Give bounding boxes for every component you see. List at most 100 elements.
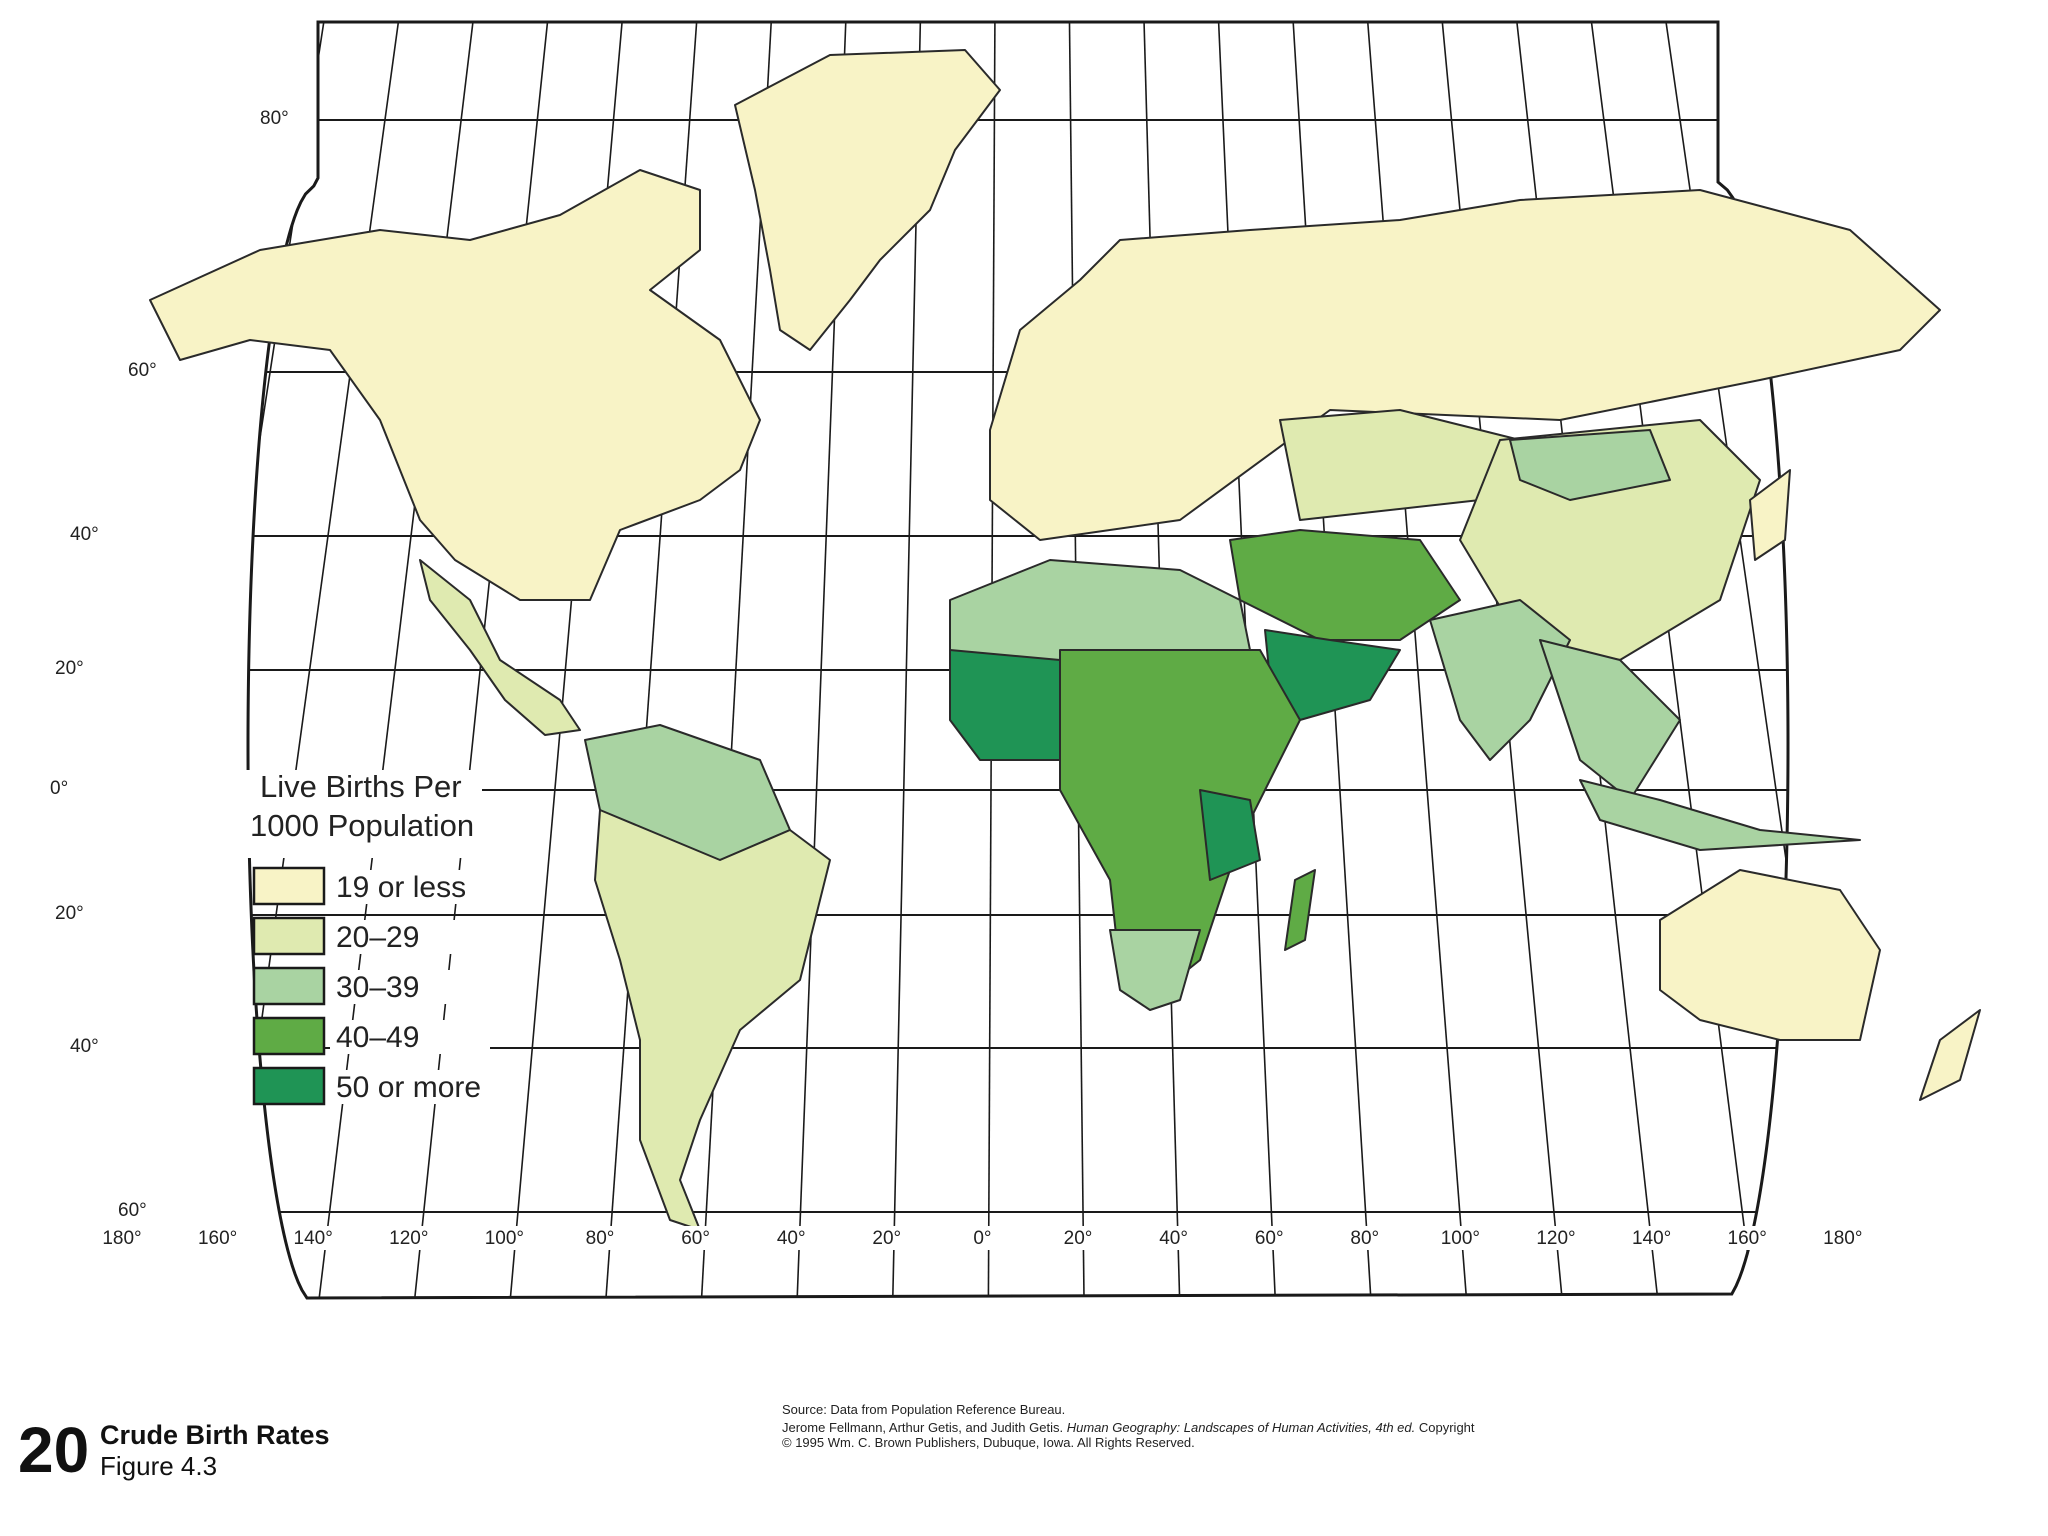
figure-title: Crude Birth Rates (100, 1420, 330, 1450)
longitude-label: 180° (102, 1228, 141, 1249)
legend-label-bg (330, 920, 490, 954)
lon-label-bg (673, 1226, 718, 1250)
region-madagascar (1284, 869, 1316, 951)
region-india (1429, 599, 1571, 761)
legend-swatch (252, 866, 326, 906)
longitude-label: 180° (1823, 1228, 1862, 1249)
region-europe-and-russia (989, 189, 1941, 541)
longitude-labels: 180° 160° 140° 120° 100° 80° 60° 40° 20° 0° 20° 40°… (100, 1226, 1865, 1250)
longitude-label: 100° (1441, 1228, 1480, 1249)
lat-label-bg (124, 358, 165, 380)
region-greenland (734, 49, 1001, 351)
landmasses (149, 49, 1981, 1231)
lat-label-bg (51, 656, 92, 678)
region-west-africa (949, 649, 1081, 761)
figure-subtitle: Figure 4.3 (100, 1451, 218, 1481)
lon-label-bg (1056, 1226, 1100, 1250)
region-mexico-and-central-america (419, 559, 581, 736)
lon-label-bg (100, 1226, 144, 1250)
longitude-label: 160° (198, 1228, 237, 1249)
lon-label-bg (960, 1226, 1005, 1250)
lon-label-bg (1820, 1226, 1865, 1250)
legend-label-bg (330, 870, 490, 904)
longitude-label: 160° (1728, 1228, 1767, 1249)
longitude-label: 120° (1536, 1228, 1575, 1249)
latitude-label: 0° (50, 778, 68, 799)
longitude-label: 20° (1064, 1228, 1093, 1249)
legend-swatch (252, 916, 326, 956)
latitude-label: 20° (55, 903, 84, 924)
longitude-label: 140° (294, 1228, 333, 1249)
credits-book-title: Human Geography: Landscapes of Human Act… (1066, 1420, 1416, 1435)
legend-label-bg (330, 970, 490, 1004)
region-australia (1659, 869, 1881, 1041)
legend-title-box (246, 770, 482, 858)
region-north-america (149, 169, 761, 601)
latitude-label: 40° (70, 524, 99, 545)
legend-label: 40–49 (336, 1021, 419, 1054)
region-southeast-asia (1539, 639, 1681, 801)
lon-label-bg (1629, 1226, 1674, 1250)
lon-label-bg (482, 1226, 527, 1250)
lat-label-bg (256, 106, 297, 128)
region-japan (1749, 469, 1791, 561)
lon-label-bg (578, 1226, 622, 1250)
legend-items: 19 or less 20–29 30–39 40–49 50 or more (252, 866, 490, 1106)
region-mongolia (1509, 429, 1671, 501)
longitude-label: 0° (973, 1228, 991, 1249)
region-south-america (594, 809, 831, 1231)
lon-label-bg (1534, 1226, 1578, 1250)
legend: Live Births Per 1000 Population 19 or le… (246, 769, 490, 1106)
lat-label-bg (114, 1198, 155, 1220)
longitude-label: 20° (872, 1228, 901, 1249)
lon-label-bg (1438, 1226, 1483, 1250)
credits-authors: Jerome Fellmann, Arthur Getis, and Judit… (782, 1420, 1064, 1435)
legend-swatch (252, 1016, 326, 1056)
region-new-zealand (1919, 1009, 1981, 1101)
credits-citation: Jerome Fellmann, Arthur Getis, and Judit… (782, 1420, 1482, 1450)
longitude-label: 100° (485, 1228, 524, 1249)
longitude-label: 80° (586, 1228, 615, 1249)
lon-label-bg (1247, 1226, 1292, 1250)
lat-label-bg (51, 901, 92, 923)
lon-label-bg (864, 1226, 909, 1250)
page-number: 20 (18, 1414, 90, 1486)
latitude-label: 60° (128, 360, 157, 381)
longitude-label: 60° (1255, 1228, 1284, 1249)
region-southern-africa (1109, 929, 1201, 1011)
legend-label: 30–39 (336, 971, 419, 1004)
credits-copyright: Copyright © 1995 Wm. C. Brown Publishers… (782, 1420, 1475, 1450)
longitude-label: 120° (389, 1228, 428, 1249)
legend-label: 19 or less (336, 871, 466, 904)
latitude-labels: 80° 60° 40° 20° 0° 20° 40° 60° (46, 106, 297, 1221)
legend-swatch (252, 1066, 326, 1106)
lon-label-bg (386, 1226, 431, 1250)
lat-label-bg (66, 1034, 107, 1056)
lon-label-bg (195, 1226, 240, 1250)
lon-label-bg (1725, 1226, 1770, 1250)
region-indonesia (1579, 779, 1861, 851)
longitude-label: 40° (1159, 1228, 1188, 1249)
credits: Source: Data from Population Reference B… (782, 1402, 1482, 1450)
latitude-label: 80° (260, 108, 289, 129)
lat-label-bg (46, 776, 76, 798)
lat-label-bg (66, 522, 107, 544)
lon-label-bg (769, 1226, 814, 1250)
lon-label-bg (1151, 1226, 1196, 1250)
region-middle-east (1229, 529, 1461, 641)
latitude-label: 60° (118, 1200, 147, 1221)
legend-label-bg (330, 1070, 490, 1104)
legend-label: 50 or more (336, 1071, 481, 1104)
longitude-label: 140° (1632, 1228, 1671, 1249)
lon-label-bg (291, 1226, 336, 1250)
latitude-label: 20° (55, 658, 84, 679)
longitude-label: 80° (1350, 1228, 1379, 1249)
longitude-label: 60° (681, 1228, 710, 1249)
legend-swatch (252, 966, 326, 1006)
legend-label: 20–29 (336, 921, 419, 954)
region-east-africa (1199, 789, 1261, 881)
credits-source: Source: Data from Population Reference B… (782, 1402, 1066, 1417)
legend-title-line2: 1000 Population (250, 808, 474, 843)
legend-label-bg (330, 1020, 490, 1054)
